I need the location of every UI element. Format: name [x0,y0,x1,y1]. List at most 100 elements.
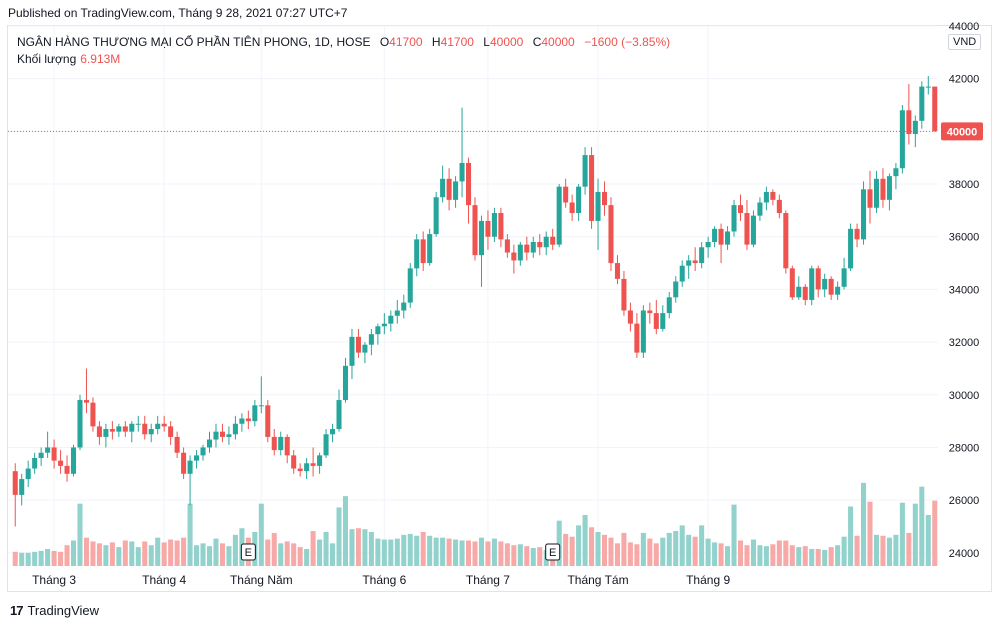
candle [323,429,329,458]
volume-bar [478,537,485,566]
volume-bar [679,525,685,566]
volume-bar [142,541,148,566]
volume-bar [116,547,122,566]
volume-bar [446,538,452,566]
candle-body [336,400,342,430]
candle [718,223,724,264]
candle [614,255,620,285]
published-note: Published on TradingView.com, Tháng 9 28… [8,6,348,20]
candle-body [465,162,472,206]
volume-bar [70,540,77,566]
candle [725,226,731,250]
candle-body [472,205,478,256]
last-price-badge [941,122,983,141]
volume-bar [666,532,672,566]
volume-bar [699,525,705,566]
candle-body [582,155,588,187]
candle-body [297,468,303,472]
price-axis: 24000 26000 28000 30000 32000 34000 36000 38000… [941,21,983,560]
candle [232,415,238,440]
volume-bar [342,496,349,566]
volume-bar [336,507,342,566]
x-tick-label: Tháng 3 [32,573,76,587]
candle-body [660,313,666,329]
candle-body [776,199,782,214]
volume-bar [783,540,789,566]
candle [750,210,756,248]
volume-bar [802,546,808,566]
volume-bar [757,545,763,566]
earnings-marker-box[interactable] [545,543,561,561]
candle-body [368,334,374,345]
open-value: 41700 [389,35,423,49]
volume-bar [750,539,756,566]
volume-bar [854,535,860,566]
candle-body [912,120,918,134]
volume-bar [32,551,38,566]
candle-body [414,239,420,269]
candle [142,415,148,440]
candle-body [77,400,83,448]
candle [278,431,284,456]
candle [433,191,439,237]
volume-bar [181,537,187,566]
volume-bar [96,543,102,566]
candle [414,234,420,277]
volume-bar [278,543,284,566]
candle [239,413,245,432]
candle [64,455,70,482]
candle [381,313,387,335]
candle-body [647,310,653,314]
earnings-marker-box[interactable] [240,543,256,561]
volume-bar [776,540,782,566]
candle [148,423,154,443]
earnings-marker[interactable]: E [545,543,561,561]
tradingview-logo-icon: 17 [10,603,24,618]
candle-body [116,426,122,432]
candle-body [427,234,433,264]
volume-bar [206,546,213,566]
candle-body [854,228,860,240]
volume-bar [899,502,905,566]
candle-body [407,268,413,303]
earnings-marker[interactable]: E [240,543,256,561]
candle [757,197,763,221]
volume-bar [809,549,815,566]
candle-body [342,365,349,401]
candle [388,310,394,332]
volume-bar [589,527,595,566]
candle-body [737,205,744,214]
candle-body [213,431,219,440]
volume-bar [705,538,711,566]
y-tick-label: 42000 [949,74,980,86]
currency-button[interactable]: VND [948,34,982,50]
volume-bar [388,539,394,566]
candle [660,305,666,332]
candle-body [906,110,912,134]
volume-bar [912,503,918,566]
candle-body [880,178,886,200]
candle-body [181,452,187,474]
candle [828,276,834,300]
volume-bar [90,541,96,566]
candle [563,178,569,208]
high-label: H [431,35,441,49]
candle [517,242,523,266]
candle-body [809,268,815,300]
x-tick-label: Tháng 7 [466,573,510,587]
candle-body [155,423,161,430]
volume-bar [45,549,51,566]
volume-bar [653,543,659,566]
volume-bar [226,546,232,566]
candle-body [161,423,167,427]
volume-bar [355,528,361,566]
volume-bar [174,540,180,566]
candle-body [12,471,18,495]
candle-body [310,463,316,466]
candle-body [511,252,517,261]
candle-body [621,278,627,311]
candle [815,265,821,298]
candle [485,210,491,250]
volume-bar [25,552,31,566]
